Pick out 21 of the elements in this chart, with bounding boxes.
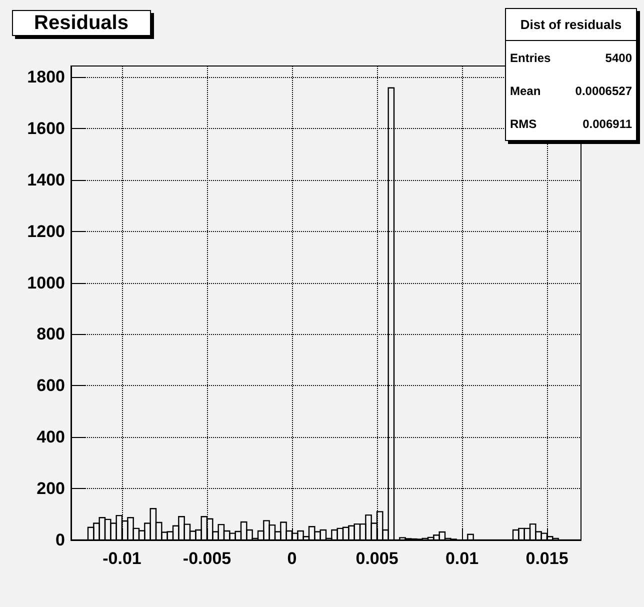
y-tick-label: 600 bbox=[36, 376, 65, 396]
y-tick-label: 800 bbox=[36, 324, 65, 344]
y-tick-label: 1800 bbox=[27, 68, 65, 87]
y-tick-label: 1200 bbox=[27, 222, 65, 241]
y-tick-label: 400 bbox=[36, 428, 65, 447]
x-tick-label: 0 bbox=[287, 549, 297, 568]
y-tick-label: 1000 bbox=[27, 273, 65, 292]
y-tick-label: 1600 bbox=[27, 118, 65, 138]
text: Dist of residuals bbox=[506, 9, 636, 41]
text: RMS 0.006911 bbox=[510, 117, 632, 131]
chart-title: Residuals bbox=[34, 12, 128, 34]
y-tick-label: 200 bbox=[36, 479, 65, 498]
y-tick-label: 0 bbox=[56, 530, 65, 550]
y-tick-label: 1400 bbox=[27, 170, 65, 190]
x-tick-label: -0.005 bbox=[182, 549, 232, 568]
x-tick-label: 0.005 bbox=[356, 549, 398, 568]
x-tick-label: 0.015 bbox=[526, 549, 568, 568]
x-tick-label: 0.01 bbox=[445, 549, 479, 568]
x-tick-label: -0.01 bbox=[102, 549, 142, 568]
text: Entries 5400 bbox=[510, 51, 632, 65]
text: Mean 0.0006527 bbox=[510, 84, 632, 98]
